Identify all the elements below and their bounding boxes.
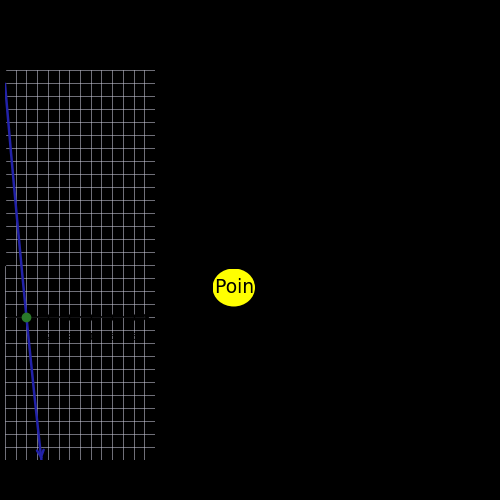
Ellipse shape bbox=[212, 268, 255, 306]
Text: X-Intercept(s): X-Intercept(s) bbox=[215, 163, 343, 182]
Text: The graph of a quadratic is a parabola a: The graph of a quadratic is a parabola a bbox=[165, 62, 416, 72]
Text: 3: 3 bbox=[66, 332, 72, 342]
Text: 6: 6 bbox=[130, 332, 136, 342]
Text: 1.: 1. bbox=[170, 106, 188, 124]
Text: 5: 5 bbox=[110, 332, 115, 342]
Text: Point Symmetrical to: Point Symmetrical to bbox=[215, 278, 411, 297]
Text: Vertex: Vertex bbox=[215, 106, 276, 124]
Text: 2: 2 bbox=[45, 332, 51, 342]
Text: 3.: 3. bbox=[170, 220, 188, 240]
Text: x: x bbox=[154, 321, 160, 331]
Text: 2.: 2. bbox=[170, 163, 188, 182]
Text: 4.: 4. bbox=[170, 278, 188, 297]
Text: key points that we will be calculating: key points that we will be calculating bbox=[165, 80, 398, 90]
Text: Y-Intercept: Y-Intercept bbox=[215, 220, 316, 240]
Text: 4: 4 bbox=[88, 332, 94, 342]
